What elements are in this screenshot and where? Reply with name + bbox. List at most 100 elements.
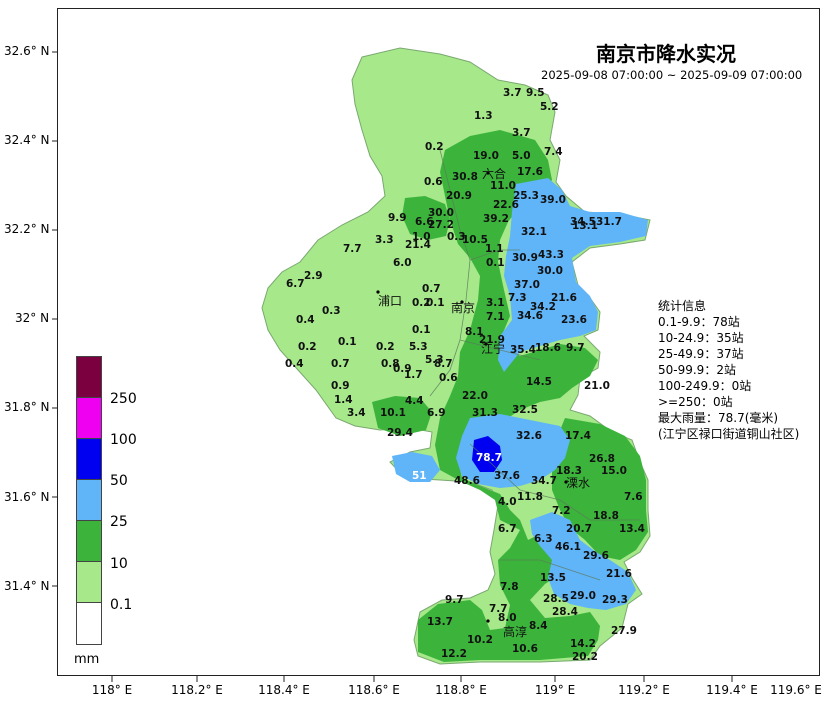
station-value-label: 31.3 bbox=[472, 407, 498, 419]
x-tick-label: 118.6° E bbox=[348, 683, 400, 697]
station-value-label: 20.2 bbox=[572, 651, 598, 663]
station-value-label: 7.3 bbox=[508, 292, 527, 304]
station-value-label: 6.7 bbox=[498, 523, 517, 535]
legend-label: 50 bbox=[110, 473, 128, 489]
station-value-label: 9.5 bbox=[526, 87, 545, 99]
station-value-label: 0.4 bbox=[285, 358, 304, 370]
legend-swatch bbox=[77, 398, 101, 439]
stats-line: >=250：0站 bbox=[658, 395, 733, 409]
station-value-label: 6.7 bbox=[286, 278, 305, 290]
station-value-label: 30.8 bbox=[452, 171, 478, 183]
station-value-label: 6.3 bbox=[534, 533, 553, 545]
station-value-label: 0.2 bbox=[298, 341, 317, 353]
station-value-label: 20.7 bbox=[566, 523, 592, 535]
station-value-label: 29.3 bbox=[602, 594, 628, 606]
stats-line: 50-99.9：2站 bbox=[658, 363, 736, 377]
station-value-label: 0.4 bbox=[296, 314, 315, 326]
legend-color-bar bbox=[76, 356, 102, 645]
station-value-label: 15.0 bbox=[601, 465, 627, 477]
station-value-label: 7.1 bbox=[486, 311, 505, 323]
station-value-label: 0.6 bbox=[439, 372, 458, 384]
station-value-label: 0.1 bbox=[412, 324, 431, 336]
legend-swatch bbox=[77, 521, 101, 562]
station-value-label: 3.3 bbox=[375, 234, 394, 246]
station-value-label: 6.6 bbox=[415, 216, 434, 228]
station-value-label: 17.6 bbox=[517, 166, 543, 178]
y-tick-label: 32.2° N bbox=[4, 222, 50, 236]
station-value-label: 21.6 bbox=[606, 568, 632, 580]
station-value-label: 26.8 bbox=[589, 453, 615, 465]
region-10-25 bbox=[372, 396, 432, 436]
station-value-label: 22.0 bbox=[462, 390, 488, 402]
station-value-label: 0.6 bbox=[424, 176, 443, 188]
y-tick-label: 31.8° N bbox=[4, 400, 50, 414]
station-value-label: 0.1 bbox=[486, 257, 505, 269]
legend-label: 25 bbox=[110, 514, 128, 530]
station-value-label: 1.1 bbox=[485, 243, 504, 255]
station-value-label: 29.0 bbox=[570, 590, 596, 602]
region-10-25 bbox=[418, 130, 600, 662]
station-value-label: 13.4 bbox=[619, 523, 645, 535]
station-value-label: 20.9 bbox=[446, 190, 472, 202]
x-tick-label: 118° E bbox=[91, 683, 133, 697]
district-label: 溧水 bbox=[566, 476, 590, 490]
station-value-label: 46.1 bbox=[555, 541, 581, 553]
station-value-label: 14.5 bbox=[526, 376, 552, 388]
station-value-label: 10.6 bbox=[512, 643, 538, 655]
station-value-label: 34.5 bbox=[570, 216, 596, 228]
station-value-label: 9.9 bbox=[388, 212, 407, 224]
district-label: 高淳 bbox=[503, 624, 527, 639]
station-value-label: 32.1 bbox=[521, 226, 547, 238]
station-value-label: 14.2 bbox=[570, 638, 596, 650]
station-value-label: 34.2 bbox=[530, 301, 556, 313]
station-value-label: 39.0 bbox=[540, 194, 566, 206]
station-value-label: 10.1 bbox=[380, 407, 406, 419]
station-value-label: 4.0 bbox=[498, 496, 517, 508]
x-tick-label: 119.4° E bbox=[706, 683, 758, 697]
station-value-label: 1.0 bbox=[412, 231, 431, 243]
station-value-label: 0.9 bbox=[393, 363, 412, 375]
station-value-label: 1.3 bbox=[474, 110, 493, 122]
y-tick-label: 32.4° N bbox=[4, 133, 50, 147]
station-value-label: 10.2 bbox=[467, 634, 493, 646]
station-value-label: 13.5 bbox=[540, 572, 566, 584]
station-value-label: 31.7 bbox=[596, 216, 622, 228]
station-value-label: 78.7 bbox=[476, 452, 502, 464]
stats-line: 0.1-9.9：78站 bbox=[658, 315, 740, 329]
station-value-label: 3.7 bbox=[512, 127, 531, 139]
station-value-label: 30.0 bbox=[537, 265, 563, 277]
station-value-label: 7.7 bbox=[489, 603, 508, 615]
station-value-label: 0.3 bbox=[322, 305, 341, 317]
station-value-label: 34.7 bbox=[531, 475, 557, 487]
x-tick-label: 119.6° E bbox=[770, 683, 822, 697]
y-tick-label: 32° N bbox=[15, 311, 50, 325]
legend-label: 250 bbox=[110, 391, 137, 407]
station-value-label: 29.6 bbox=[583, 550, 609, 562]
station-value-label: 28.5 bbox=[543, 593, 569, 605]
station-value-label: 0.7 bbox=[422, 283, 441, 295]
station-value-label: 43.3 bbox=[538, 249, 564, 261]
station-value-label: 25.3 bbox=[513, 190, 539, 202]
station-value-label: 0.2 bbox=[376, 341, 395, 353]
station-value-label: 21.9 bbox=[479, 334, 505, 346]
station-value-label: 0.9 bbox=[331, 380, 350, 392]
station-value-label: 8.4 bbox=[529, 620, 548, 632]
station-value-label: 32.6 bbox=[516, 430, 542, 442]
station-value-label: 6.0 bbox=[393, 257, 412, 269]
y-tick-label: 31.4° N bbox=[4, 579, 50, 593]
station-value-label: 0.2 bbox=[425, 141, 444, 153]
legend-swatch bbox=[77, 439, 101, 480]
station-value-label: 3.4 bbox=[347, 407, 366, 419]
x-tick-label: 119.2° E bbox=[618, 683, 670, 697]
station-value-label: 51 bbox=[412, 470, 427, 482]
station-value-label: 8.7 bbox=[434, 358, 453, 370]
region-50-100 bbox=[472, 436, 502, 472]
station-value-label: 7.6 bbox=[624, 491, 643, 503]
x-tick-label: 118.4° E bbox=[258, 683, 310, 697]
station-value-label: 19.0 bbox=[473, 150, 499, 162]
station-value-label: 37.6 bbox=[494, 470, 520, 482]
legend-unit: mm bbox=[74, 652, 100, 667]
y-tick-label: 32.6° N bbox=[4, 44, 50, 58]
x-tick-label: 118.2° E bbox=[171, 683, 223, 697]
